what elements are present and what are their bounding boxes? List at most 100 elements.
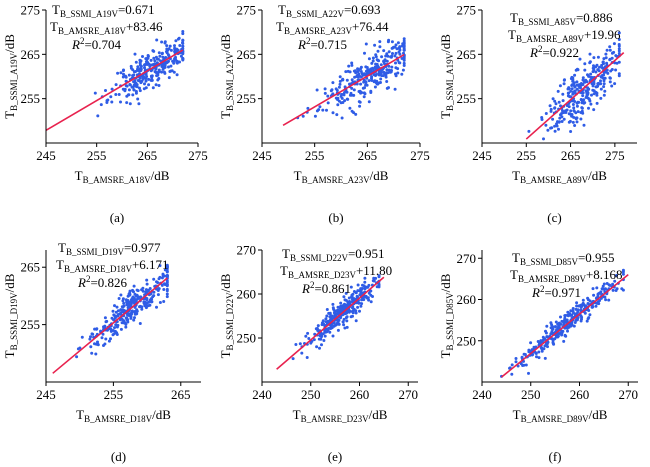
data-point [343,298,347,302]
x-tick-label: 275 [410,148,430,163]
data-point [128,102,132,106]
r-squared: R2=0.922 [529,44,579,60]
data-point [156,78,160,82]
data-point [356,301,360,304]
data-point [378,40,382,44]
data-point [545,335,549,339]
data-point [126,93,130,97]
data-point [545,324,549,328]
data-point [94,342,98,346]
data-point [583,311,587,315]
y-axis-label-tail: /dB [438,273,453,292]
data-point [321,108,325,112]
data-point [136,97,140,101]
fit-line [45,49,184,132]
data-point [163,66,167,69]
data-point [602,62,605,66]
data-point [350,61,354,65]
data-point [581,78,585,82]
data-point [109,329,113,333]
data-point [131,295,135,299]
data-point [559,104,562,108]
data-point [524,363,528,367]
x-axis-label: TB_AMSRE_A23V/dB [294,168,389,185]
x-axis-label-symbol: T [294,168,302,183]
data-point [575,87,579,91]
data-point [387,68,391,72]
data-point [402,61,406,65]
data-point [591,287,595,291]
data-point [385,80,389,83]
data-point [362,91,366,95]
data-point [331,81,335,85]
data-point [344,70,348,74]
data-point [115,333,119,336]
data-point [579,319,583,323]
data-point [325,321,329,325]
data-point [138,304,142,308]
data-point [135,83,139,87]
data-point [354,71,358,75]
data-point [569,309,573,313]
data-point [356,305,360,309]
data-point [318,346,321,350]
equation-line-1: TB_SSMI_A19V=0.671 [52,2,155,19]
x-tick-label: 265 [561,148,581,163]
r-squared-exponent: 2 [306,36,311,46]
y-tick-label: 275 [237,3,257,18]
data-point [126,294,130,298]
regression-equation: TB_SSMI_D85V=0.955TB_AMSRE_D89V+8.168R2=… [510,250,623,300]
data-point [345,319,349,323]
data-point [347,296,351,300]
panel-label: (f) [549,449,562,464]
data-point [602,79,606,83]
data-point [595,301,599,305]
data-point [312,338,316,342]
y-axis-label-symbol: T [218,350,233,358]
x-tick-label: 265 [138,148,158,163]
data-point [621,272,625,276]
data-point [147,83,151,87]
data-point [130,85,134,89]
data-point [351,80,355,84]
data-point [335,113,339,117]
y-tick-label: 265 [237,47,257,62]
data-point [559,113,562,117]
data-point [537,350,541,354]
data-point [591,88,595,92]
data-point [610,56,614,60]
data-point [594,70,598,74]
data-point [350,297,354,301]
x-tick-label: 255 [104,387,124,402]
data-point [604,298,608,302]
scatter-points [75,263,169,359]
data-point [520,356,524,360]
data-point [169,48,173,52]
data-point [325,330,329,334]
r-squared-symbol: R [77,275,86,290]
data-point [527,129,531,133]
data-point [142,75,145,78]
x-tick-label: 245 [36,148,56,163]
data-point [385,59,389,63]
data-point [602,57,606,61]
data-point [612,50,616,54]
data-point [610,84,614,88]
data-point [367,298,371,302]
data-point [590,305,594,309]
data-point [566,329,569,333]
data-point [396,41,400,45]
data-point [558,84,562,88]
data-point [176,37,180,41]
data-point [391,52,394,55]
data-point [522,363,526,367]
data-point [556,89,560,93]
data-point [548,104,552,108]
data-point [374,62,378,66]
data-point [122,72,125,76]
data-point [385,68,389,72]
data-point [139,66,143,70]
r-squared-symbol: R [301,281,310,296]
y-axis-label: TB_SSMI_A22V/dB [218,34,235,119]
data-point [291,357,295,361]
